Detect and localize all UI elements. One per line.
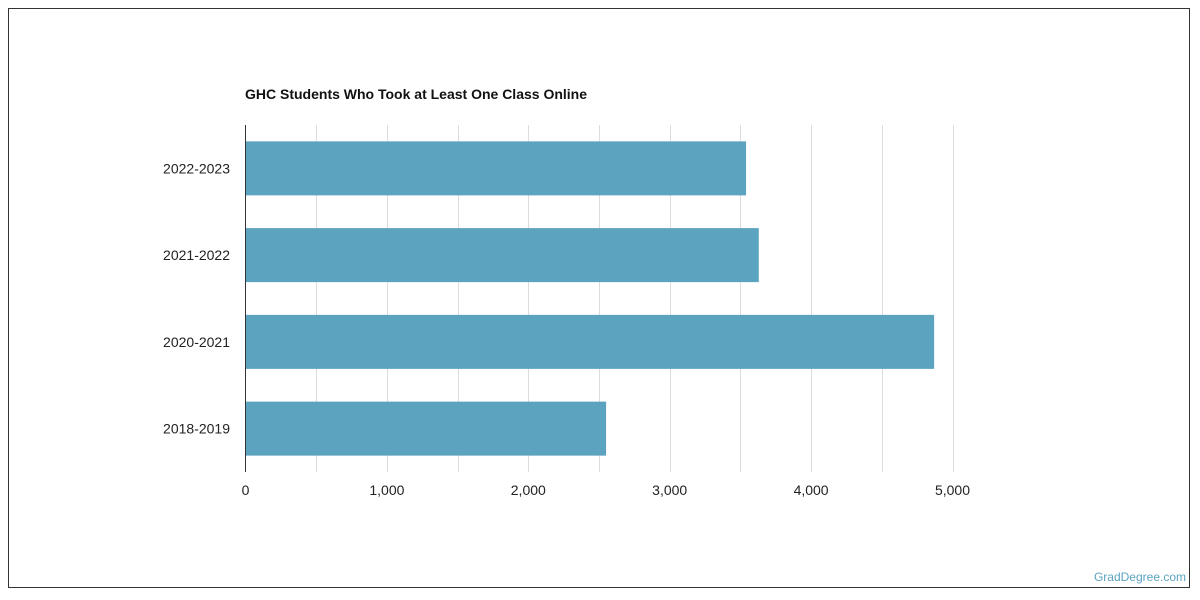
bar-2022-2023[interactable] [245, 141, 747, 196]
x-tick-label: 5,000 [935, 482, 970, 498]
category-label: 2018-2019 [163, 421, 230, 437]
x-axis-tick-labels: 0 1,000 2,000 3,000 4,000 5,000 [242, 482, 971, 498]
category-label: 2021-2022 [163, 247, 230, 263]
x-tick-label: 4,000 [794, 482, 829, 498]
source-watermark[interactable]: GradDegree.com [1093, 570, 1186, 584]
category-labels: 2022-2023 2021-2022 2020-2021 2018-2019 [163, 160, 230, 436]
bar-2018-2019[interactable] [245, 401, 607, 456]
chart-title: GHC Students Who Took at Least One Class… [245, 86, 587, 102]
bars [245, 141, 935, 456]
x-tick-label: 2,000 [511, 482, 546, 498]
category-label: 2020-2021 [163, 334, 230, 350]
x-tick-label: 3,000 [652, 482, 687, 498]
bar-2020-2021[interactable] [245, 314, 935, 369]
x-tick-label: 1,000 [369, 482, 404, 498]
x-tick-label: 0 [242, 482, 250, 498]
bar-2021-2022[interactable] [245, 228, 759, 283]
category-label: 2022-2023 [163, 160, 230, 176]
